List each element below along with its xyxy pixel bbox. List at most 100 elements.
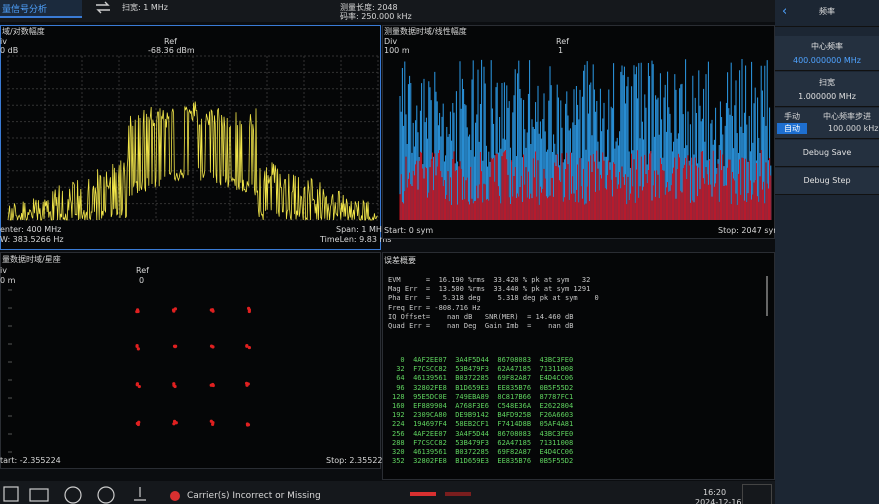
constellation-point bbox=[209, 308, 213, 312]
error-lines: EVM = 16.190 %rms 33.420 % pk at sym 32 M… bbox=[388, 276, 599, 331]
constellation-point bbox=[211, 421, 215, 425]
text-line: EVM = 16.190 %rms 33.420 % pk at sym 32 bbox=[388, 276, 591, 284]
constellation-point bbox=[247, 309, 251, 314]
panel-title: 测量数据时域/线性幅度 bbox=[384, 27, 467, 36]
debug-save-button[interactable]: Debug Save bbox=[775, 140, 879, 167]
text-line: 320 46139561 B0372285 69F82A87 E4D4CC06 bbox=[392, 448, 574, 457]
text-line: Pha Err = 5.318 deg 5.318 deg pk at sym … bbox=[388, 294, 599, 303]
fullscreen-button[interactable] bbox=[742, 484, 772, 504]
div-label: iv bbox=[0, 37, 7, 46]
settings-icon[interactable] bbox=[64, 486, 82, 504]
meas-length: 测量长度: 2048 bbox=[340, 3, 398, 12]
app-tab[interactable] bbox=[0, 0, 82, 18]
constellation-panel[interactable] bbox=[0, 252, 381, 469]
help-icon[interactable] bbox=[97, 486, 115, 504]
ref-value: 1 bbox=[558, 46, 564, 55]
text-line: Mag Err = 13.500 %rms 33.440 % pk at sym… bbox=[388, 285, 591, 294]
panel-title: 误差概要 bbox=[384, 256, 416, 265]
app-title: 量信号分析 bbox=[2, 5, 48, 15]
span-info: 扫宽: 1 MHz bbox=[122, 3, 168, 12]
value: 400.000000 MHz bbox=[792, 56, 861, 65]
back-button[interactable]: ‹ bbox=[782, 4, 788, 19]
time-length: TimeLen: 9.83 ms bbox=[320, 235, 392, 244]
text-line: IQ Offset= nan dB SNR(MER) = 14.460 dB bbox=[388, 312, 574, 321]
div-label: Div bbox=[384, 37, 398, 46]
constellation-point bbox=[135, 344, 139, 349]
stop: Stop: 2047 sym bbox=[718, 226, 782, 235]
folder-icon[interactable] bbox=[29, 488, 49, 502]
auto-option[interactable]: 自动 bbox=[777, 123, 807, 134]
div-label: iv bbox=[0, 266, 7, 275]
start: Start: 0 sym bbox=[384, 226, 434, 235]
header-title: 频率 bbox=[819, 7, 835, 16]
indicator bbox=[410, 492, 436, 496]
clock-time: 16:20 bbox=[703, 488, 727, 497]
constellation-point bbox=[137, 384, 141, 389]
label: Debug Step bbox=[803, 176, 851, 185]
panel-title: 量数据时域/星座 bbox=[2, 255, 61, 264]
symbol-rate: 码率: 250.000 kHz bbox=[340, 12, 412, 21]
constellation-point bbox=[247, 345, 252, 350]
constellation-point bbox=[136, 422, 140, 427]
span-button[interactable]: 扫宽 1.000000 MHz bbox=[775, 72, 879, 107]
top-bar bbox=[0, 0, 775, 22]
constellation-point bbox=[135, 383, 139, 387]
indicator bbox=[445, 492, 471, 496]
clock-date: 2024-12-16 bbox=[695, 498, 742, 504]
ref-value: 0 bbox=[139, 276, 145, 285]
debug-step-button[interactable]: Debug Step bbox=[775, 168, 879, 195]
panel-title: 域/对数幅度 bbox=[2, 27, 45, 36]
div-value: 0 dB bbox=[0, 46, 19, 55]
constellation-point bbox=[174, 421, 178, 425]
manual-option[interactable]: 手动 bbox=[784, 112, 800, 121]
text-line: 192 2309CA80 DE9B9142 B4FD925B F26A6603 bbox=[392, 411, 574, 420]
constellation-point bbox=[211, 382, 215, 387]
value: 1.000000 MHz bbox=[798, 92, 856, 101]
ref-label: Ref bbox=[164, 37, 177, 46]
text-line: Freq Err = -808.716 Hz bbox=[388, 303, 481, 312]
spectrum-trace bbox=[7, 101, 378, 221]
constellation-point bbox=[135, 308, 140, 312]
scrollbar[interactable] bbox=[766, 276, 768, 316]
status-bar bbox=[0, 481, 775, 504]
status-message: Carrier(s) Incorrect or Missing bbox=[187, 491, 321, 501]
constellation-point bbox=[245, 344, 249, 348]
text-line: 128 95E5DC0E 749EBA89 8C817B66 87787FC1 bbox=[392, 392, 574, 401]
constellation-point bbox=[172, 422, 176, 426]
constellation-point bbox=[245, 383, 249, 387]
text-line: 160 EF889904 A768F3E6 C548E36A E2622804 bbox=[392, 402, 574, 411]
step-value: 100.000 kHz bbox=[828, 124, 879, 133]
label: 中心频率 bbox=[811, 42, 843, 51]
error-summary-panel[interactable] bbox=[382, 252, 775, 480]
center-freq-button[interactable]: 中心频率 400.000000 MHz bbox=[775, 36, 879, 71]
constellation-point bbox=[172, 309, 176, 313]
icon[interactable] bbox=[134, 487, 146, 501]
text-line: 0 4AF2EE07 3A4F5D44 86708083 43BC3FE0 bbox=[392, 356, 574, 364]
text-line: 288 F7CSCC82 53B479F3 62A47185 71311008 bbox=[392, 438, 574, 447]
text-line: 64 46139561 B0372285 69F82A87 E4D4CC06 bbox=[392, 374, 574, 383]
hex-dump: 0 4AF2EE07 3A4F5D44 86708083 43BC3FE0 32… bbox=[392, 356, 573, 466]
span: Span: 1 MHz bbox=[336, 225, 387, 234]
refresh-icon[interactable] bbox=[92, 0, 114, 14]
rbw: W: 383.5266 Hz bbox=[0, 235, 64, 244]
ref-value: -68.36 dBm bbox=[148, 46, 195, 55]
text-line: Quad Err = nan Deg Gain Imb = nan dB bbox=[388, 322, 574, 331]
center-freq: enter: 400 MHz bbox=[0, 225, 62, 234]
text-line: 96 32802FE8 B1D659E3 EE835B76 0B5F55D2 bbox=[392, 383, 574, 392]
label: 扫宽 bbox=[819, 78, 835, 87]
icon[interactable] bbox=[3, 486, 19, 502]
ref-label: Ref bbox=[556, 37, 569, 46]
text-line: 224 194697F4 58EB2CF1 F7414D8B 05AF4A81 bbox=[392, 420, 574, 429]
step-label: 中心频率步进 bbox=[823, 112, 871, 121]
text-line: 256 4AF2EE07 3A4F5D44 86708083 43BC3FE0 bbox=[392, 429, 574, 438]
div-value: 0 m bbox=[0, 276, 16, 285]
ref-label: Ref bbox=[136, 266, 149, 275]
stop: Stop: 2.355224 bbox=[326, 456, 388, 465]
constellation-point bbox=[245, 423, 250, 427]
constellation-point bbox=[172, 383, 176, 388]
div-value: 100 m bbox=[384, 46, 410, 55]
label: Debug Save bbox=[802, 148, 852, 157]
constellation-point bbox=[209, 344, 214, 348]
